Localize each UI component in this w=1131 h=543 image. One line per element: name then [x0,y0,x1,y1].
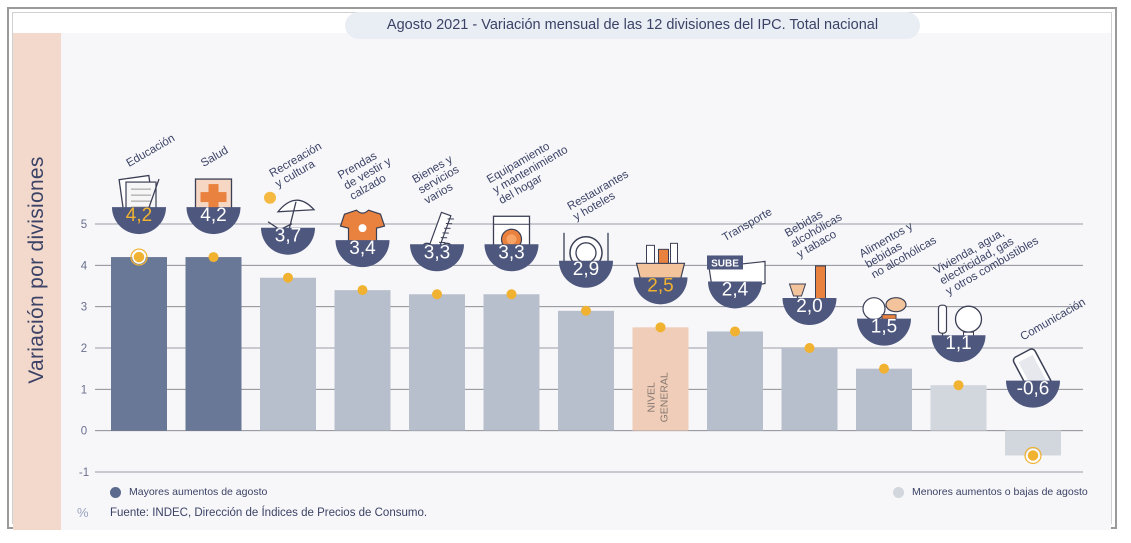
bar-t-shirt [334,290,391,431]
value-marker [655,322,666,333]
beach-umbrella-icon [264,191,316,234]
bar-comb-scissors [409,294,465,431]
value-marker-ring [1024,446,1042,465]
y-tick-label: 3 [81,302,87,314]
value-marker-ring [130,248,148,266]
y-tick-label: 2 [81,343,87,355]
value-label: 3,3 [498,242,524,263]
bus-card-text: SUBE [711,258,739,269]
bar-notebook [111,257,167,431]
value-label: 2,4 [722,279,749,300]
chart-title: Agosto 2021 - Variación mensual de las 1… [345,12,920,39]
y-tick-label: 4 [81,260,88,272]
bar-wine-glass [781,348,838,431]
value-badge [559,260,613,288]
value-badge [484,244,539,272]
legend-label-low: Menores aumentos o bajas de agosto [912,486,1088,498]
value-badge [931,335,986,363]
bar-grocery [856,368,912,431]
value-badge [857,318,911,346]
value-marker [283,272,293,283]
bar-light-bulb [930,385,987,431]
y-tick-label: 0 [81,426,87,438]
value-badge [782,298,837,325]
legend-item-top: Mayores aumentos de agosto [110,486,267,498]
value-marker [506,289,517,300]
value-label: 3,3 [424,242,450,263]
value-badge [186,207,241,235]
left-accent-bar [13,33,61,530]
y-axis-label-wrap: Variación por divisiones [22,120,52,420]
legend-item-low: Menores aumentos o bajas de agosto [893,486,1088,498]
general-bar-label: GENERAL [659,372,671,422]
value-badge [335,240,390,268]
bar-beach-umbrella [260,277,316,431]
value-marker [1026,448,1040,463]
source-note: Fuente: INDEC, Dirección de Índices de P… [110,507,428,519]
value-label: 4,2 [126,205,152,226]
legend-swatch-low [893,486,904,498]
value-label: 2,9 [573,259,599,280]
value-label: 3,7 [275,226,301,247]
value-badge [1006,380,1060,408]
unit-label: % [77,505,89,520]
value-marker [132,250,146,264]
value-badge [708,281,762,309]
value-marker [432,289,442,300]
y-tick-label: 1 [81,384,87,396]
bar-fork-knife-plate [558,310,614,431]
value-marker [730,326,740,337]
bar-bus-ticket [707,331,763,431]
value-label: 2,0 [796,296,822,317]
bar-first-aid [185,257,242,431]
value-marker [953,380,964,391]
value-label: -0,6 [1017,379,1050,400]
value-badge [112,207,166,235]
y-ticks: -1 0 1 2 3 4 5 [79,219,89,479]
legend-label-top: Mayores aumentos de agosto [129,486,268,498]
value-markers [130,248,1042,465]
value-marker [357,285,368,296]
bar-washing-machine [483,294,540,431]
value-marker [804,343,815,353]
value-label: 1,1 [945,333,971,354]
value-label: 3,4 [349,238,376,259]
value-label: 1,5 [871,317,897,338]
bars: NIVEL GENERAL [111,257,1061,456]
wine-glass-icon [788,265,826,307]
y-tick-label: -1 [79,467,89,479]
value-badges: 4,2 4,2 3,7 3,4 3,3 3,3 2,9 2,5 2,4 2,0 1,5 1,1 -0,6 [112,205,1060,408]
value-marker [208,252,219,263]
y-tick-label: 5 [81,219,87,231]
value-badge [633,277,688,305]
value-marker [879,363,889,374]
value-label: 4,2 [200,205,226,226]
value-marker [581,305,591,316]
value-badge [261,227,315,255]
legend-swatch-top [110,486,121,498]
y-axis-label: Variación por divisiones [25,156,48,384]
value-badge [410,244,464,272]
value-label: 2,5 [647,275,673,296]
general-bar-label: NIVEL [646,382,658,413]
bar-shopping-bag [632,327,689,431]
